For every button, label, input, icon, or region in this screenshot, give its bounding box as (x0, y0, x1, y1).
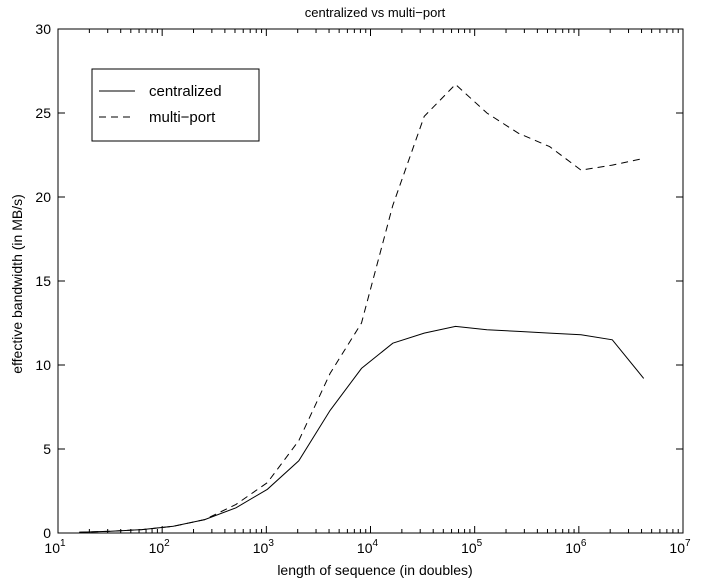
legend-label-1: multi−port (149, 109, 216, 126)
x-tick-label: 105 (461, 538, 483, 556)
x-tick-exponent: 4 (373, 538, 379, 549)
x-tick-label: 107 (669, 538, 691, 556)
x-tick-base: 10 (357, 540, 373, 556)
y-tick-label: 25 (35, 105, 51, 121)
x-tick-base: 10 (461, 540, 477, 556)
x-tick-base: 10 (565, 540, 581, 556)
x-tick-base: 10 (149, 540, 165, 556)
x-tick-exponent: 6 (581, 538, 587, 549)
y-tick-label: 0 (43, 525, 51, 541)
chart-title: centralized vs multi−port (305, 5, 446, 20)
series-line-0 (79, 325, 645, 533)
x-tick-exponent: 5 (477, 538, 483, 549)
y-tick-label: 20 (35, 189, 51, 205)
x-tick-label: 102 (149, 538, 171, 556)
x-tick-base: 10 (669, 540, 685, 556)
series-layer (79, 83, 645, 533)
y-tick-label: 15 (35, 273, 51, 289)
x-tick-label: 103 (253, 538, 275, 556)
y-tick-label: 30 (35, 21, 51, 37)
x-tick-exponent: 2 (164, 538, 170, 549)
x-tick-label: 101 (44, 538, 66, 556)
y-axis-title: effective bandwidth (in MB/s) (9, 194, 25, 374)
x-axis-title: length of sequence (in doubles) (277, 562, 472, 578)
y-tick-label: 5 (43, 441, 51, 457)
legend-label-0: centralized (149, 83, 222, 100)
x-tick-label: 104 (357, 538, 379, 556)
x-tick-label: 106 (565, 538, 587, 556)
legend: centralized multi−port (91, 68, 260, 142)
legend-box (91, 68, 260, 142)
x-tick-exponent: 1 (60, 538, 66, 549)
x-tick-base: 10 (253, 540, 269, 556)
series-line-1 (79, 83, 644, 533)
y-tick-label: 10 (35, 357, 51, 373)
x-tick-exponent: 7 (685, 538, 691, 549)
x-tick-exponent: 3 (268, 538, 274, 549)
x-tick-base: 10 (44, 540, 60, 556)
